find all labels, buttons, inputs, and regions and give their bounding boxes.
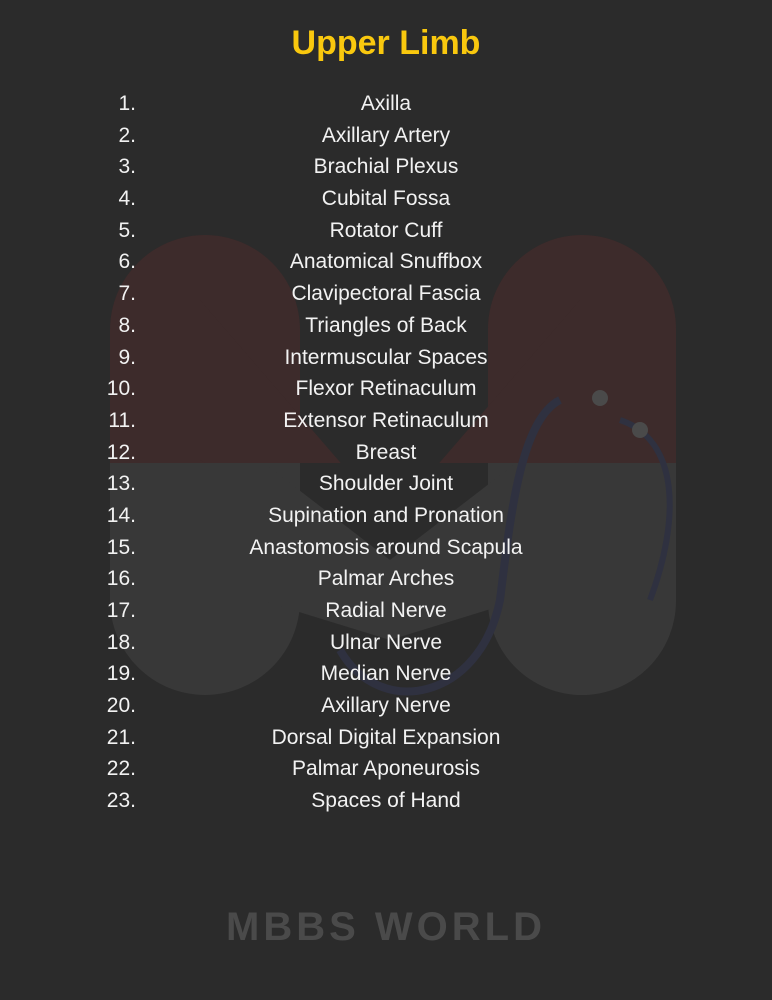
list-item: 3. Brachial Plexus	[0, 151, 772, 183]
list-item: 19. Median Nerve	[0, 658, 772, 690]
list-item: 20. Axillary Nerve	[0, 690, 772, 722]
item-number: 2.	[118, 123, 136, 147]
item-label: Clavipectoral Fascia	[291, 282, 481, 306]
item-label: Rotator Cuff	[329, 218, 443, 242]
item-label: Cubital Fossa	[321, 187, 451, 211]
item-number: 12.	[106, 440, 136, 464]
list-item: 22. Palmar Aponeurosis	[0, 753, 772, 785]
item-number: 22.	[106, 757, 136, 781]
list-item: 18. Ulnar Nerve	[0, 627, 772, 659]
item-label: Breast	[355, 440, 417, 464]
item-label: Triangles of Back	[305, 313, 467, 337]
list-item: 11. Extensor Retinaculum	[0, 405, 772, 437]
item-number: 17.	[106, 599, 136, 622]
list-item: 16. Palmar Arches	[0, 563, 772, 595]
item-number: 5.	[118, 218, 136, 242]
item-label: Dorsal Digital Expansion	[271, 725, 501, 749]
list-item: 21. Dorsal Digital Expansion	[0, 722, 772, 754]
list-item: 10. Flexor Retinaculum	[0, 373, 772, 405]
item-label: Axilla	[360, 92, 412, 115]
item-number: 8.	[118, 313, 136, 337]
list-item: 12. Breast	[0, 437, 772, 469]
item-label: Palmar Aponeurosis	[292, 757, 480, 781]
list-item: 7. Clavipectoral Fascia	[0, 278, 772, 310]
list-item: 13. Shoulder Joint	[0, 468, 772, 500]
topic-list: 1. Axilla 2. Axillary Artery 3. Brachial Plex…	[0, 88, 772, 817]
item-number: 16.	[106, 567, 136, 591]
page-title: Upper Limb	[291, 24, 481, 62]
item-label: Radial Nerve	[325, 599, 447, 622]
item-number: 3.	[118, 155, 136, 179]
item-label: Flexor Retinaculum	[295, 377, 477, 401]
item-label: Axillary Nerve	[321, 694, 451, 718]
item-label: Intermuscular Spaces	[284, 345, 488, 369]
item-label: Palmar Arches	[317, 567, 455, 591]
item-number: 21.	[106, 725, 136, 749]
item-number: 13.	[106, 472, 136, 496]
item-number: 10.	[106, 377, 136, 401]
item-number: 11.	[108, 408, 136, 432]
item-label: Anatomical Snuffbox	[289, 250, 483, 274]
item-number: 23.	[106, 789, 136, 813]
item-number: 9.	[118, 345, 136, 369]
list-item: 23. Spaces of Hand	[0, 785, 772, 817]
list-item: 4. Cubital Fossa	[0, 183, 772, 215]
list-item: 1. Axilla	[0, 88, 772, 120]
item-label: Axillary Artery	[321, 123, 451, 147]
list-item: 9. Intermuscular Spaces	[0, 342, 772, 374]
item-number: 20.	[106, 694, 136, 718]
watermark-text: MBBS WORLD	[226, 905, 546, 949]
item-number: 19.	[106, 662, 136, 686]
item-number: 18.	[106, 630, 136, 654]
list-item: 5. Rotator Cuff	[0, 215, 772, 247]
item-number: 15.	[106, 535, 136, 559]
item-number: 7.	[118, 282, 136, 306]
item-number: 4.	[118, 187, 136, 211]
list-item: 15. Anastomosis around Scapula	[0, 532, 772, 564]
item-label: Median Nerve	[320, 662, 452, 686]
list-item: 6. Anatomical Snuffbox	[0, 246, 772, 278]
item-label: Ulnar Nerve	[329, 630, 443, 654]
item-number: 6.	[118, 250, 136, 274]
item-label: Shoulder Joint	[318, 472, 454, 496]
item-label: Supination and Pronation	[268, 503, 504, 527]
item-label: Anastomosis around Scapula	[249, 535, 523, 559]
item-number: 1.	[118, 92, 136, 115]
list-item: 8. Triangles of Back	[0, 310, 772, 342]
item-label: Extensor Retinaculum	[283, 408, 489, 432]
item-label: Spaces of Hand	[311, 789, 461, 813]
list-item: 17. Radial Nerve	[0, 595, 772, 627]
list-item: 2. Axillary Artery	[0, 120, 772, 152]
list-item: 14. Supination and Pronation	[0, 500, 772, 532]
item-number: 14.	[106, 503, 136, 527]
item-label: Brachial Plexus	[313, 155, 459, 179]
